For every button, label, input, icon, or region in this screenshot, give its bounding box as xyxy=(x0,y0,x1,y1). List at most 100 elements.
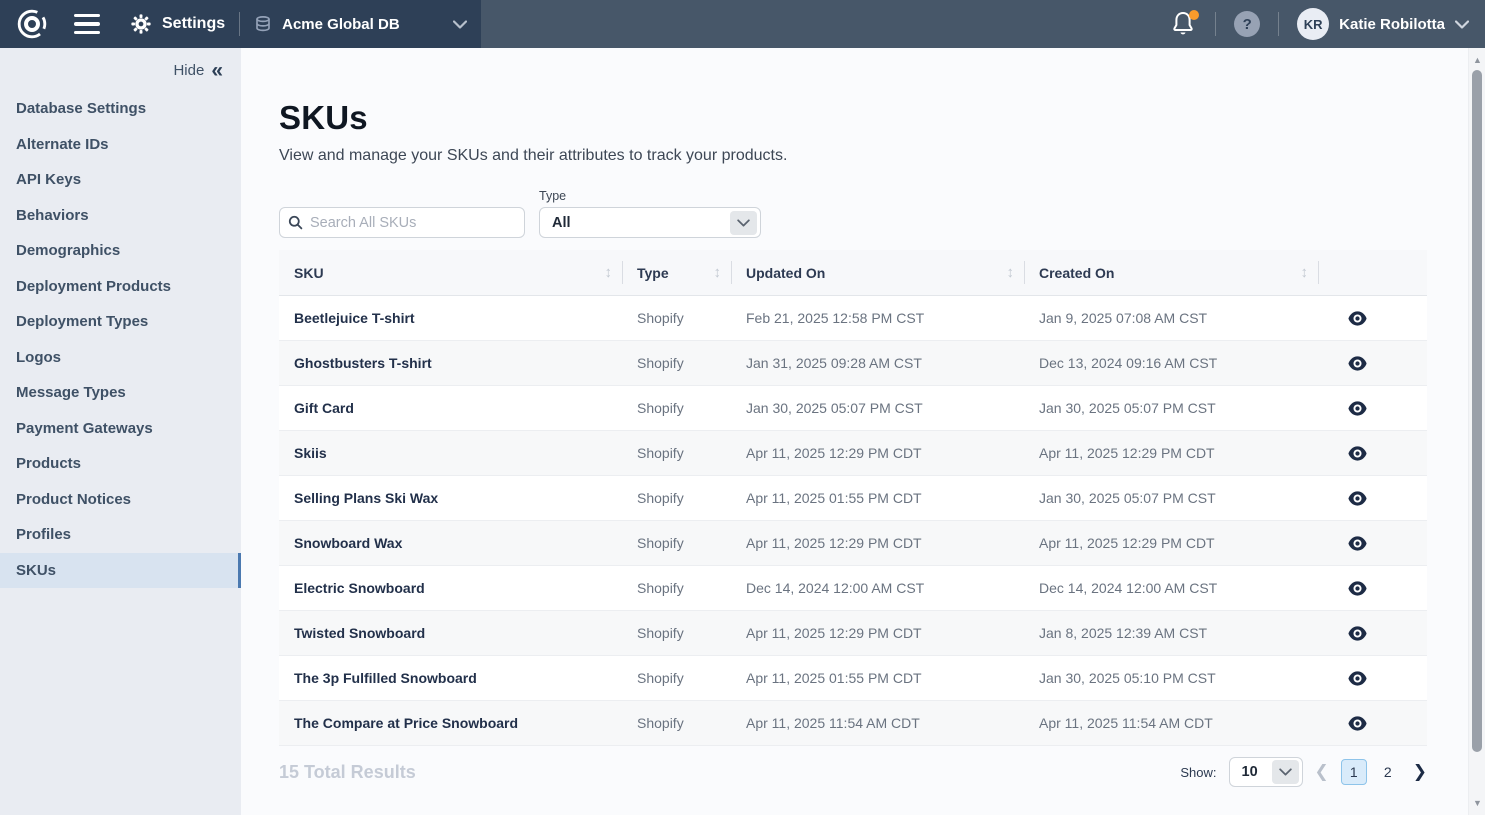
sort-icon[interactable]: ↕ xyxy=(604,264,613,281)
sidebar-item-label: Behaviors xyxy=(16,206,89,224)
vertical-scrollbar[interactable]: ▲ ▼ xyxy=(1468,48,1485,815)
skus-table: SKU ↕ Type ↕ Updated On ↕ Created On ↕ B… xyxy=(279,250,1427,746)
eye-icon xyxy=(1348,535,1367,551)
chevron-down-icon xyxy=(1278,768,1292,776)
eye-icon xyxy=(1348,490,1367,506)
sidebar-item-deployment-products[interactable]: Deployment Products xyxy=(0,269,241,305)
sku-created-on: Jan 30, 2025 05:07 PM CST xyxy=(1039,400,1216,416)
chevron-down-icon xyxy=(737,218,750,227)
eye-icon xyxy=(1348,715,1367,731)
help-button[interactable]: ? xyxy=(1234,11,1261,37)
avatar: KR xyxy=(1297,8,1330,40)
row-actions xyxy=(1318,489,1427,508)
filter-controls: Type All xyxy=(279,189,1468,238)
sidebar-item-api-keys[interactable]: API Keys xyxy=(0,162,241,198)
app-logo[interactable] xyxy=(12,4,52,44)
view-sku-button[interactable] xyxy=(1346,714,1369,733)
page-number-button[interactable]: 1 xyxy=(1340,759,1367,785)
notifications-button[interactable] xyxy=(1171,10,1200,37)
table-row: Beetlejuice T-shirt Shopify Feb 21, 2025… xyxy=(279,296,1427,341)
sku-name[interactable]: Snowboard Wax xyxy=(294,535,403,551)
sku-updated-on: Apr 11, 2025 01:55 PM CDT xyxy=(746,490,922,506)
column-header-type[interactable]: Type ↕ xyxy=(622,250,731,295)
page-title: SKUs xyxy=(279,99,368,136)
sku-name[interactable]: The Compare at Price Snowboard xyxy=(294,715,519,731)
type-filter-select[interactable]: All xyxy=(539,207,761,238)
top-bar: Settings Acme Global DB xyxy=(0,0,1485,48)
sku-updated-on: Apr 11, 2025 12:29 PM CDT xyxy=(746,625,922,641)
topbar-divider xyxy=(1278,12,1280,36)
view-sku-button[interactable] xyxy=(1346,669,1369,688)
row-actions xyxy=(1318,669,1427,688)
table-row: The Compare at Price Snowboard Shopify A… xyxy=(279,701,1427,746)
chevron-down-icon xyxy=(1455,19,1469,29)
column-header-actions xyxy=(1318,250,1427,295)
view-sku-button[interactable] xyxy=(1346,579,1369,598)
page-size-select[interactable]: 10 xyxy=(1228,757,1303,787)
show-label: Show: xyxy=(1180,764,1217,780)
sidebar-item-demographics[interactable]: Demographics xyxy=(0,233,241,269)
view-sku-button[interactable] xyxy=(1346,624,1369,643)
page-number-button[interactable]: 2 xyxy=(1383,764,1392,780)
hamburger-menu-icon[interactable] xyxy=(74,14,100,34)
type-filter: Type All xyxy=(539,189,761,238)
row-actions xyxy=(1318,579,1427,598)
sidebar-item-products[interactable]: Products xyxy=(0,446,241,482)
sku-name[interactable]: Beetlejuice T-shirt xyxy=(294,310,415,326)
eye-icon xyxy=(1348,445,1367,461)
sidebar-item-message-types[interactable]: Message Types xyxy=(0,375,241,411)
next-page-button[interactable]: ❯ xyxy=(1412,761,1427,782)
sidebar-item-label: Demographics xyxy=(16,242,121,260)
sort-icon[interactable]: ↕ xyxy=(713,264,722,281)
view-sku-button[interactable] xyxy=(1346,399,1369,418)
view-sku-button[interactable] xyxy=(1346,309,1369,328)
sidebar-item-profiles[interactable]: Profiles xyxy=(0,517,241,553)
row-actions xyxy=(1318,309,1427,328)
sku-name[interactable]: Twisted Snowboard xyxy=(294,625,426,641)
sidebar-item-skus[interactable]: SKUs xyxy=(0,552,241,588)
user-menu[interactable]: KR Katie Robilotta xyxy=(1297,8,1469,40)
sidebar-item-behaviors[interactable]: Behaviors xyxy=(0,198,241,234)
scroll-up-arrow-icon[interactable]: ▲ xyxy=(1473,55,1482,65)
view-sku-button[interactable] xyxy=(1346,444,1369,463)
sku-created-on: Apr 11, 2025 11:54 AM CDT xyxy=(1039,715,1213,731)
table-row: Twisted Snowboard Shopify Apr 11, 2025 1… xyxy=(279,611,1427,656)
database-selector[interactable]: Acme Global DB xyxy=(254,15,467,33)
column-header-created-on[interactable]: Created On ↕ xyxy=(1024,250,1318,295)
sku-name[interactable]: Selling Plans Ski Wax xyxy=(294,490,439,506)
sku-updated-on: Jan 30, 2025 05:07 PM CST xyxy=(746,400,923,416)
sidebar-item-logos[interactable]: Logos xyxy=(0,340,241,376)
sidebar-collapse-button[interactable]: Hide « xyxy=(0,48,241,91)
column-header-sku[interactable]: SKU ↕ xyxy=(279,250,622,295)
sidebar-item-product-notices[interactable]: Product Notices xyxy=(0,482,241,518)
total-results: 15 Total Results xyxy=(279,761,416,782)
sidebar-item-label: Profiles xyxy=(16,526,72,544)
sku-name[interactable]: Ghostbusters T-shirt xyxy=(294,355,432,371)
sidebar-item-deployment-types[interactable]: Deployment Types xyxy=(0,304,241,340)
view-sku-button[interactable] xyxy=(1346,489,1369,508)
sidebar-item-label: Database Settings xyxy=(16,100,147,118)
sort-icon[interactable]: ↕ xyxy=(1300,264,1309,281)
sku-name[interactable]: Electric Snowboard xyxy=(294,580,425,596)
scroll-down-arrow-icon[interactable]: ▼ xyxy=(1473,798,1482,808)
sku-name[interactable]: Skiis xyxy=(294,445,327,461)
sidebar-item-payment-gateways[interactable]: Payment Gateways xyxy=(0,411,241,447)
view-sku-button[interactable] xyxy=(1346,534,1369,553)
previous-page-button[interactable]: ❮ xyxy=(1314,761,1329,782)
sidebar-item-database-settings[interactable]: Database Settings xyxy=(0,91,241,127)
sort-icon[interactable]: ↕ xyxy=(1006,264,1015,281)
view-sku-button[interactable] xyxy=(1346,354,1369,373)
sidebar-item-alternate-ids[interactable]: Alternate IDs xyxy=(0,127,241,163)
sku-name[interactable]: Gift Card xyxy=(294,400,354,416)
row-actions xyxy=(1318,714,1427,733)
sku-name[interactable]: The 3p Fulfilled Snowboard xyxy=(294,670,477,686)
column-header-updated-on[interactable]: Updated On ↕ xyxy=(731,250,1024,295)
scrollbar-thumb[interactable] xyxy=(1472,70,1482,752)
top-bar-left-section: Settings Acme Global DB xyxy=(0,0,481,48)
search-input[interactable] xyxy=(310,214,516,231)
notification-badge xyxy=(1189,10,1200,20)
double-chevron-left-icon: « xyxy=(211,58,223,82)
settings-nav[interactable]: Settings xyxy=(130,13,225,35)
bullseye-logo-icon xyxy=(17,9,47,39)
